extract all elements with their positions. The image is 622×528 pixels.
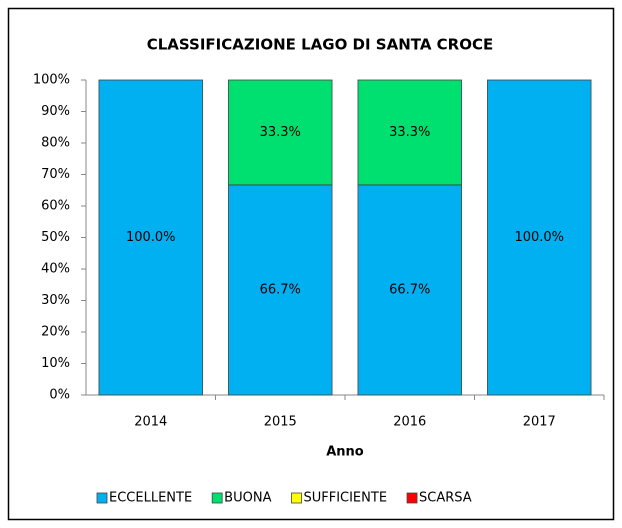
bar-segment [98, 79, 203, 396]
y-tick-label: 10% [41, 356, 70, 371]
legend-swatch [291, 492, 302, 504]
legend-label: SCARSA [419, 491, 472, 506]
legend-label: BUONA [224, 491, 271, 506]
y-tick-label: 50% [41, 230, 70, 245]
legend-swatch [211, 492, 223, 504]
data-label: 33.3% [389, 125, 430, 140]
x-tick-label: 2015 [264, 415, 297, 430]
legend-swatch [406, 492, 418, 504]
bar-segment [487, 79, 592, 396]
bar-segment [228, 79, 333, 186]
y-tick-label: 80% [41, 136, 70, 151]
y-tick-label: 100% [33, 73, 70, 88]
data-label: 66.7% [389, 282, 430, 297]
bar-segment [357, 184, 462, 396]
y-tick-label: 30% [41, 293, 70, 308]
x-tick-label: 2014 [134, 415, 167, 430]
x-axis-label: Anno [326, 445, 364, 460]
legend-label: ECCELLENTE [109, 491, 192, 506]
x-tick-label: 2017 [523, 415, 556, 430]
legend-label: SUFFICIENTE [303, 491, 387, 506]
y-tick-label: 20% [41, 325, 70, 340]
y-tick-label: 70% [41, 167, 70, 182]
data-label: 100.0% [514, 230, 564, 245]
legend-swatch [96, 492, 108, 504]
data-label: 66.7% [260, 282, 301, 297]
bar-segment [357, 79, 462, 186]
y-tick-label: 0% [49, 388, 70, 403]
bar-segment [228, 184, 333, 396]
data-label: 100.0% [126, 230, 176, 245]
y-tick-label: 40% [41, 262, 70, 277]
x-tick-label: 2016 [393, 415, 426, 430]
data-label: 33.3% [260, 125, 301, 140]
y-tick-label: 90% [41, 104, 70, 119]
y-tick-label: 60% [41, 199, 70, 214]
chart-title: CLASSIFICAZIONE LAGO DI SANTA CROCE [147, 36, 494, 54]
